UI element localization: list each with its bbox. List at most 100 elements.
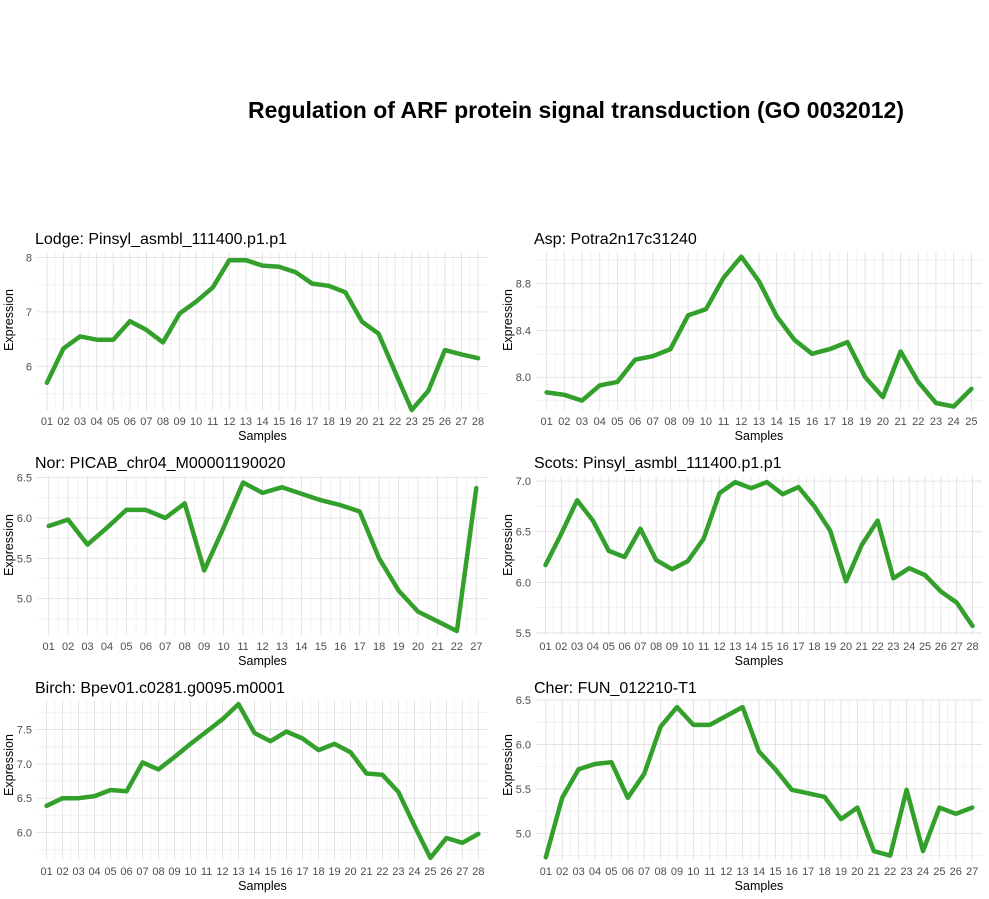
x-tick-label: 22 bbox=[912, 416, 924, 428]
x-tick-label: 07 bbox=[159, 641, 171, 653]
x-tick-label: 27 bbox=[470, 641, 482, 653]
x-tick-label: 05 bbox=[120, 641, 132, 653]
x-tick-label: 12 bbox=[720, 866, 732, 878]
y-tick-label: 8 bbox=[26, 252, 32, 264]
x-tick-label: 23 bbox=[930, 416, 942, 428]
x-tick-label: 18 bbox=[841, 416, 853, 428]
x-tick-label: 15 bbox=[761, 641, 773, 653]
x-tick-label: 23 bbox=[392, 866, 404, 878]
chart-panel-2: 8.0 8.4 8.8 01 02 03 04 05 06 07 08 09 10 11 12 13 14 15 1… bbox=[501, 231, 982, 443]
x-tick-label: 09 bbox=[198, 641, 210, 653]
x-tick-label: 06 bbox=[622, 866, 634, 878]
x-tick-label: 02 bbox=[57, 416, 69, 428]
x-tick-label: 12 bbox=[256, 641, 268, 653]
x-tick-label: 26 bbox=[935, 641, 947, 653]
x-tick-label: 15 bbox=[273, 416, 285, 428]
x-tick-label: 16 bbox=[806, 416, 818, 428]
x-tick-label: 15 bbox=[315, 641, 327, 653]
chart-panel-3: 5.0 5.5 6.0 6.5 01 02 03 04 05 06 07 08 09 10 11 12 13 14… bbox=[2, 455, 488, 668]
x-tick-label: 21 bbox=[894, 416, 906, 428]
x-tick-label: 27 bbox=[966, 866, 978, 878]
x-tick-label: 01 bbox=[41, 416, 53, 428]
x-tick-label: 02 bbox=[556, 866, 568, 878]
series-line bbox=[543, 704, 975, 860]
y-tick-label: 7.0 bbox=[17, 759, 32, 771]
x-tick-label: 02 bbox=[558, 416, 570, 428]
x-tick-label: 13 bbox=[736, 866, 748, 878]
x-tick-label: 16 bbox=[777, 641, 789, 653]
x-tick-label: 24 bbox=[903, 641, 915, 653]
x-tick-label: 23 bbox=[887, 641, 899, 653]
x-tick-label: 01 bbox=[540, 866, 552, 878]
x-tick-label: 25 bbox=[424, 866, 436, 878]
series-line bbox=[544, 254, 974, 409]
y-axis-label: Expression bbox=[501, 734, 515, 796]
x-tick-label: 05 bbox=[605, 866, 617, 878]
x-tick-label: 13 bbox=[753, 416, 765, 428]
x-tick-label: 04 bbox=[594, 416, 606, 428]
x-tick-label: 26 bbox=[439, 416, 451, 428]
x-tick-label: 07 bbox=[140, 416, 152, 428]
x-tick-label: 17 bbox=[354, 641, 366, 653]
x-axis-label: Samples bbox=[238, 879, 287, 893]
series-line bbox=[46, 480, 479, 634]
x-tick-label: 14 bbox=[753, 866, 765, 878]
x-tick-label: 23 bbox=[900, 866, 912, 878]
x-tick-label: 19 bbox=[859, 416, 871, 428]
x-tick-label: 05 bbox=[107, 416, 119, 428]
x-tick-label: 01 bbox=[540, 416, 552, 428]
x-tick-label: 06 bbox=[629, 416, 641, 428]
x-tick-label: 20 bbox=[356, 416, 368, 428]
x-tick-label: 21 bbox=[360, 866, 372, 878]
x-tick-label: 27 bbox=[455, 416, 467, 428]
x-tick-label: 14 bbox=[256, 416, 268, 428]
x-tick-label: 20 bbox=[344, 866, 356, 878]
x-tick-label: 21 bbox=[868, 866, 880, 878]
x-tick-label: 08 bbox=[152, 866, 164, 878]
x-tick-label: 08 bbox=[654, 866, 666, 878]
x-tick-label: 13 bbox=[240, 416, 252, 428]
y-tick-label: 6.5 bbox=[17, 793, 32, 805]
x-tick-label: 05 bbox=[611, 416, 623, 428]
x-tick-label: 21 bbox=[431, 641, 443, 653]
x-tick-label: 04 bbox=[101, 641, 113, 653]
y-tick-label: 6 bbox=[26, 361, 32, 373]
y-tick-label: 5.5 bbox=[516, 784, 531, 796]
x-tick-label: 10 bbox=[687, 866, 699, 878]
x-tick-label: 27 bbox=[951, 641, 963, 653]
x-tick-label: 08 bbox=[179, 641, 191, 653]
x-tick-label: 09 bbox=[682, 416, 694, 428]
series-line bbox=[543, 479, 975, 629]
x-tick-label: 12 bbox=[713, 641, 725, 653]
x-tick-label: 16 bbox=[290, 416, 302, 428]
main-title: Regulation of ARF protein signal transdu… bbox=[248, 97, 905, 123]
x-tick-label: 18 bbox=[808, 641, 820, 653]
x-tick-label: 04 bbox=[589, 866, 601, 878]
x-tick-label: 09 bbox=[168, 866, 180, 878]
x-tick-label: 04 bbox=[88, 866, 100, 878]
x-tick-label: 25 bbox=[933, 866, 945, 878]
y-tick-label: 7.0 bbox=[516, 476, 531, 488]
y-tick-label: 5.5 bbox=[516, 628, 531, 640]
x-tick-label: 13 bbox=[232, 866, 244, 878]
x-tick-label: 15 bbox=[769, 866, 781, 878]
x-axis-label: Samples bbox=[238, 654, 287, 668]
x-tick-label: 10 bbox=[184, 866, 196, 878]
chart-panel-1: 6 7 8 01 02 03 04 05 06 07 08 09 10 11 12 13 14 15 16 17 18 1… bbox=[2, 231, 488, 443]
x-tick-label: 10 bbox=[682, 641, 694, 653]
x-tick-label: 20 bbox=[877, 416, 889, 428]
x-tick-label: 19 bbox=[392, 641, 404, 653]
y-tick-label: 6.0 bbox=[17, 513, 32, 525]
x-tick-label: 11 bbox=[718, 416, 729, 428]
x-tick-label: 24 bbox=[948, 416, 960, 428]
x-tick-label: 16 bbox=[786, 866, 798, 878]
series-line bbox=[44, 701, 481, 861]
x-tick-label: 18 bbox=[312, 866, 324, 878]
x-tick-label: 19 bbox=[824, 641, 836, 653]
x-tick-label: 17 bbox=[824, 416, 836, 428]
x-tick-label: 22 bbox=[871, 641, 883, 653]
x-tick-label: 22 bbox=[376, 866, 388, 878]
x-tick-label: 25 bbox=[965, 416, 977, 428]
x-tick-label: 03 bbox=[571, 641, 583, 653]
